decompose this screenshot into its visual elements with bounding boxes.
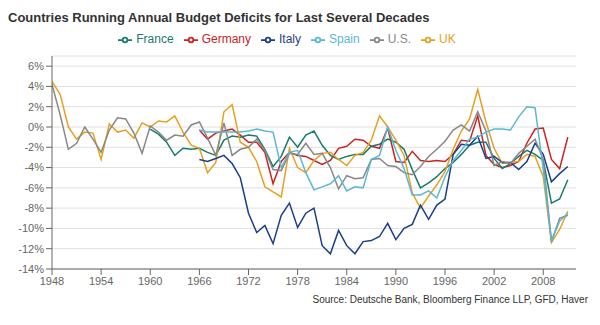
html-text:U.S.: U.S.	[387, 32, 411, 46]
svg-text:1960: 1960	[138, 275, 162, 287]
svg-text:1948: 1948	[40, 275, 64, 287]
svg-text:2%: 2%	[28, 101, 44, 113]
html-text:Source: Deutsche Bank, Bloombe: Source: Deutsche Bank, Bloomberg Finance…	[312, 294, 588, 305]
svg-text:-14%: -14%	[18, 263, 44, 275]
svg-text:-8%: -8%	[24, 202, 44, 214]
svg-text:1996: 1996	[433, 275, 457, 287]
svg-text:1966: 1966	[187, 275, 211, 287]
svg-text:1972: 1972	[236, 275, 260, 287]
svg-text:1954: 1954	[89, 275, 113, 287]
html-text:Germany: Germany	[201, 32, 251, 46]
svg-text:-2%: -2%	[24, 141, 44, 153]
svg-text:-10%: -10%	[18, 222, 44, 234]
svg-text:4%: 4%	[28, 80, 44, 92]
html-text:Countries Running Annual Budge: Countries Running Annual Budget Deficits…	[8, 10, 430, 25]
svg-text:2008: 2008	[531, 275, 555, 287]
svg-text:1978: 1978	[285, 275, 309, 287]
html-text:France: France	[136, 32, 174, 46]
svg-text:1990: 1990	[384, 275, 408, 287]
svg-text:6%: 6%	[28, 60, 44, 72]
html-text:Spain: Spain	[329, 32, 360, 46]
svg-text:2002: 2002	[482, 275, 506, 287]
html-text:Italy: Italy	[279, 32, 301, 46]
svg-text:-12%: -12%	[18, 243, 44, 255]
html-text:UK: UK	[439, 32, 456, 46]
svg-text:-4%: -4%	[24, 161, 44, 173]
svg-text:1984: 1984	[335, 275, 359, 287]
svg-text:-6%: -6%	[24, 182, 44, 194]
svg-text:0%: 0%	[28, 121, 44, 133]
